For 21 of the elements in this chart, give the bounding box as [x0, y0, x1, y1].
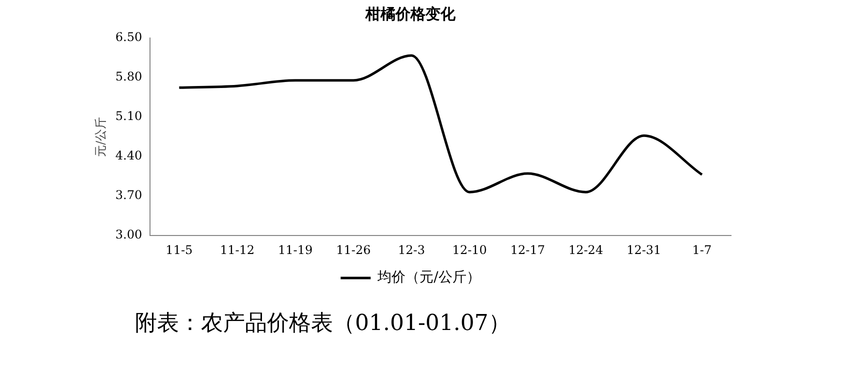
- text: 附表：农产品价格表（01.01-01.07）: [135, 310, 510, 338]
- x-tick-label: 11-19: [278, 242, 313, 257]
- x-tick-label: 11-5: [166, 242, 193, 257]
- y-tick-label: 4.40: [115, 148, 142, 163]
- y-tick-label: 3.70: [115, 188, 142, 202]
- y-tick-label: 5.10: [115, 109, 142, 124]
- x-tick-label: 1-7: [692, 242, 712, 257]
- y-tick-label: 5.80: [115, 70, 142, 84]
- x-tick-label: 12-17: [510, 242, 545, 257]
- y-tick-label: 3.00: [115, 228, 142, 242]
- x-tick-label: 12-24: [568, 242, 604, 257]
- x-tick-label: 11-12: [220, 242, 255, 257]
- x-tick-label: 12-3: [398, 242, 425, 257]
- chart-title: 柑橘价格变化: [364, 4, 456, 23]
- x-tick-label: 12-31: [626, 242, 662, 257]
- x-tick-label: 12-10: [452, 242, 487, 257]
- y-axis-title: 元/公斤: [93, 116, 108, 157]
- line-series: [178, 54, 704, 194]
- x-tick-label: 11-26: [336, 242, 371, 257]
- y-tick-label: 6.50: [115, 30, 142, 44]
- legend-label: 均价（元/公斤）: [376, 270, 480, 286]
